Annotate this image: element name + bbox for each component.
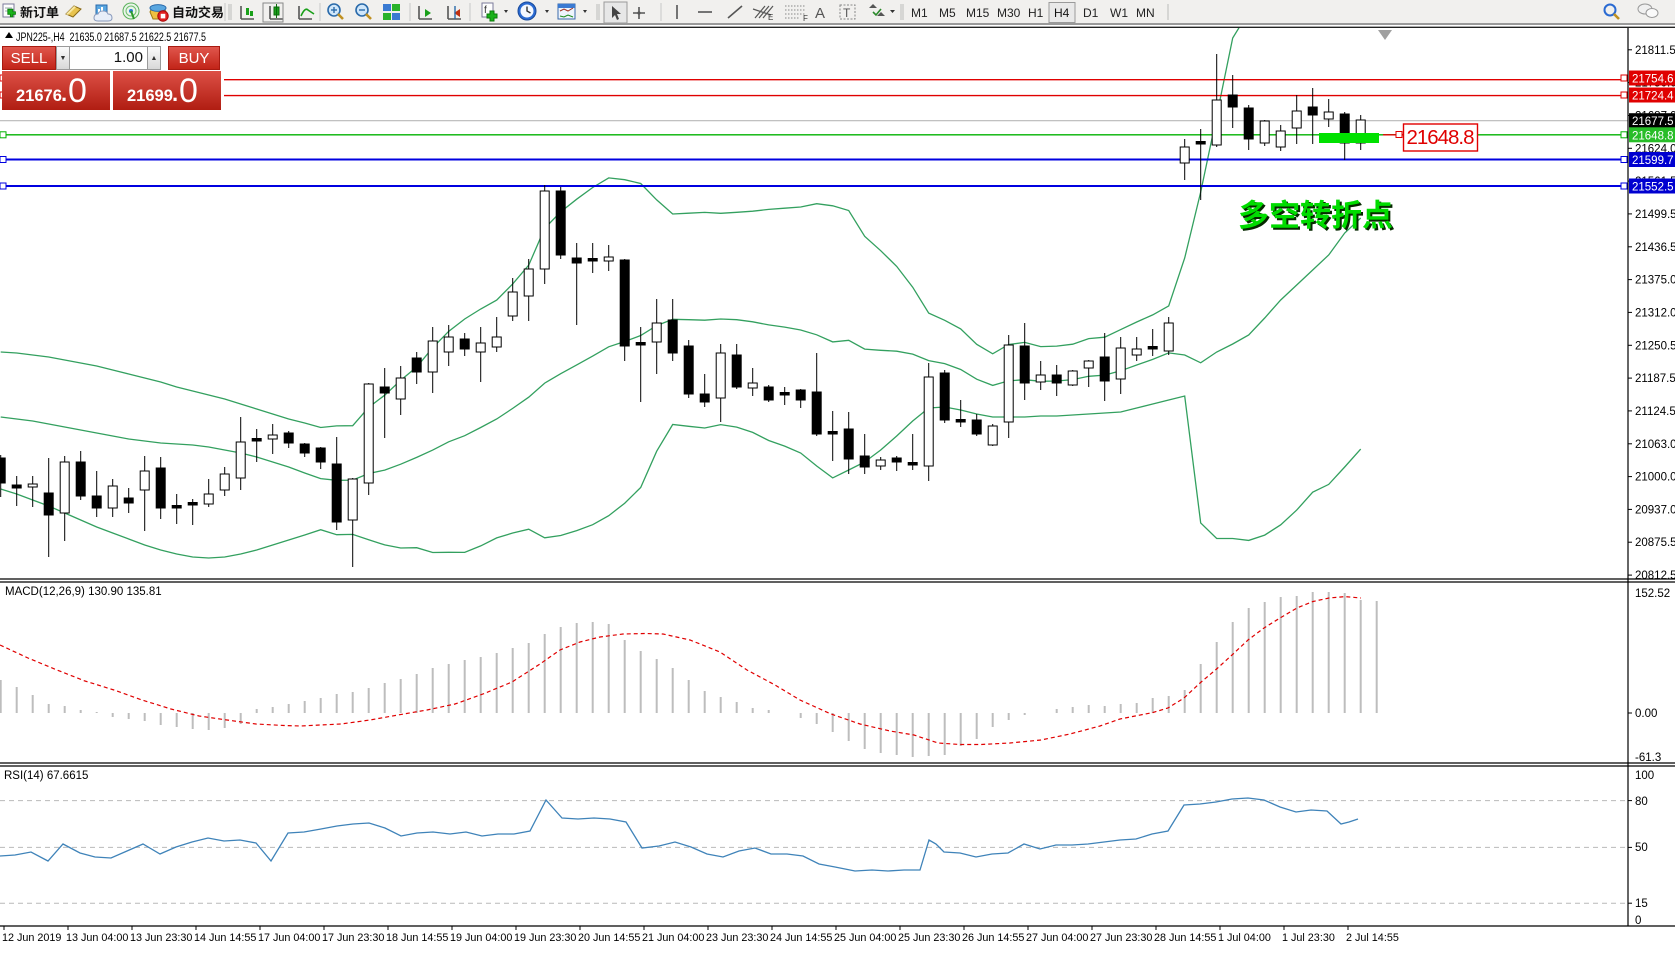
- svg-text:21312.0: 21312.0: [1635, 307, 1675, 319]
- svg-text:21436.5: 21436.5: [1635, 242, 1675, 254]
- svg-text:f: f: [484, 5, 487, 16]
- svg-text:12 Jun 2019: 12 Jun 2019: [2, 932, 61, 944]
- svg-text:25 Jun 23:30: 25 Jun 23:30: [898, 932, 960, 944]
- svg-text:50: 50: [1635, 842, 1648, 854]
- svg-text:W1: W1: [1110, 6, 1128, 20]
- svg-text:21063.0: 21063.0: [1635, 439, 1675, 451]
- svg-text:20937.0: 20937.0: [1635, 504, 1675, 516]
- svg-text:H4: H4: [1054, 6, 1070, 20]
- svg-text:28 Jun 14:55: 28 Jun 14:55: [1154, 932, 1216, 944]
- svg-text:25 Jun 04:00: 25 Jun 04:00: [834, 932, 896, 944]
- svg-text:20875.5: 20875.5: [1635, 537, 1675, 549]
- svg-text:80: 80: [1635, 796, 1648, 808]
- svg-text:19 Jun 23:30: 19 Jun 23:30: [514, 932, 576, 944]
- svg-text:1 Jul 04:00: 1 Jul 04:00: [1218, 932, 1271, 944]
- svg-text:20 Jun 14:55: 20 Jun 14:55: [578, 932, 640, 944]
- svg-text:21811.5: 21811.5: [1635, 45, 1675, 57]
- svg-text:24 Jun 14:55: 24 Jun 14:55: [770, 932, 832, 944]
- svg-text:21754.6: 21754.6: [1632, 74, 1674, 86]
- svg-text:21499.5: 21499.5: [1635, 209, 1675, 221]
- svg-text:RSI(14) 67.6615: RSI(14) 67.6615: [4, 770, 88, 782]
- svg-text:14 Jun 14:55: 14 Jun 14:55: [194, 932, 256, 944]
- svg-text:21648.8: 21648.8: [1407, 126, 1475, 149]
- svg-text:27 Jun 23:30: 27 Jun 23:30: [1090, 932, 1152, 944]
- svg-text:MACD(12,26,9) 130.90 135.81: MACD(12,26,9) 130.90 135.81: [5, 586, 162, 598]
- svg-text:1 Jul 23:30: 1 Jul 23:30: [1282, 932, 1335, 944]
- svg-text:E: E: [768, 13, 773, 22]
- svg-text:21375.0: 21375.0: [1635, 275, 1675, 287]
- svg-text:0: 0: [1635, 915, 1641, 927]
- svg-text:23 Jun 23:30: 23 Jun 23:30: [706, 932, 768, 944]
- svg-text:0.00: 0.00: [1635, 708, 1657, 720]
- svg-text:13 Jun 04:00: 13 Jun 04:00: [66, 932, 128, 944]
- svg-text:19 Jun 04:00: 19 Jun 04:00: [450, 932, 512, 944]
- svg-text:M15: M15: [966, 6, 990, 20]
- svg-text:17 Jun 23:30: 17 Jun 23:30: [322, 932, 384, 944]
- svg-text:H1: H1: [1028, 6, 1044, 20]
- svg-text:JPN225-,H4 21635.0 21687.5 21: JPN225-,H4 21635.0 21687.5 21622.5 21677…: [16, 32, 206, 44]
- svg-text:A: A: [815, 5, 825, 22]
- svg-text:M1: M1: [911, 6, 928, 20]
- svg-text:21 Jun 04:00: 21 Jun 04:00: [642, 932, 704, 944]
- svg-text:21648.8: 21648.8: [1632, 130, 1674, 142]
- svg-text:D1: D1: [1083, 6, 1099, 20]
- svg-text:21599.7: 21599.7: [1632, 155, 1674, 167]
- svg-text:M5: M5: [939, 6, 956, 20]
- svg-text:27 Jun 04:00: 27 Jun 04:00: [1026, 932, 1088, 944]
- svg-text:F: F: [803, 14, 808, 23]
- svg-text:26 Jun 14:55: 26 Jun 14:55: [962, 932, 1024, 944]
- svg-text:100: 100: [1635, 770, 1654, 782]
- svg-text:17 Jun 04:00: 17 Jun 04:00: [258, 932, 320, 944]
- svg-text:21677.5: 21677.5: [1632, 116, 1674, 128]
- svg-text:21250.5: 21250.5: [1635, 340, 1675, 352]
- svg-text:T: T: [843, 6, 851, 20]
- svg-text:-61.3: -61.3: [1635, 752, 1661, 764]
- svg-text:152.52: 152.52: [1635, 588, 1670, 600]
- svg-text:21000.0: 21000.0: [1635, 472, 1675, 484]
- svg-text:13 Jun 23:30: 13 Jun 23:30: [130, 932, 192, 944]
- svg-text:20812.5: 20812.5: [1635, 570, 1675, 582]
- svg-text:18 Jun 14:55: 18 Jun 14:55: [386, 932, 448, 944]
- svg-text:21124.5: 21124.5: [1635, 406, 1675, 418]
- svg-text:21187.5: 21187.5: [1635, 373, 1675, 385]
- svg-text:2 Jul 14:55: 2 Jul 14:55: [1346, 932, 1399, 944]
- svg-text:21552.5: 21552.5: [1632, 182, 1674, 194]
- svg-text:MN: MN: [1136, 6, 1155, 20]
- svg-text:15: 15: [1635, 898, 1648, 910]
- svg-text:21724.4: 21724.4: [1632, 91, 1674, 103]
- svg-text:M30: M30: [997, 6, 1021, 20]
